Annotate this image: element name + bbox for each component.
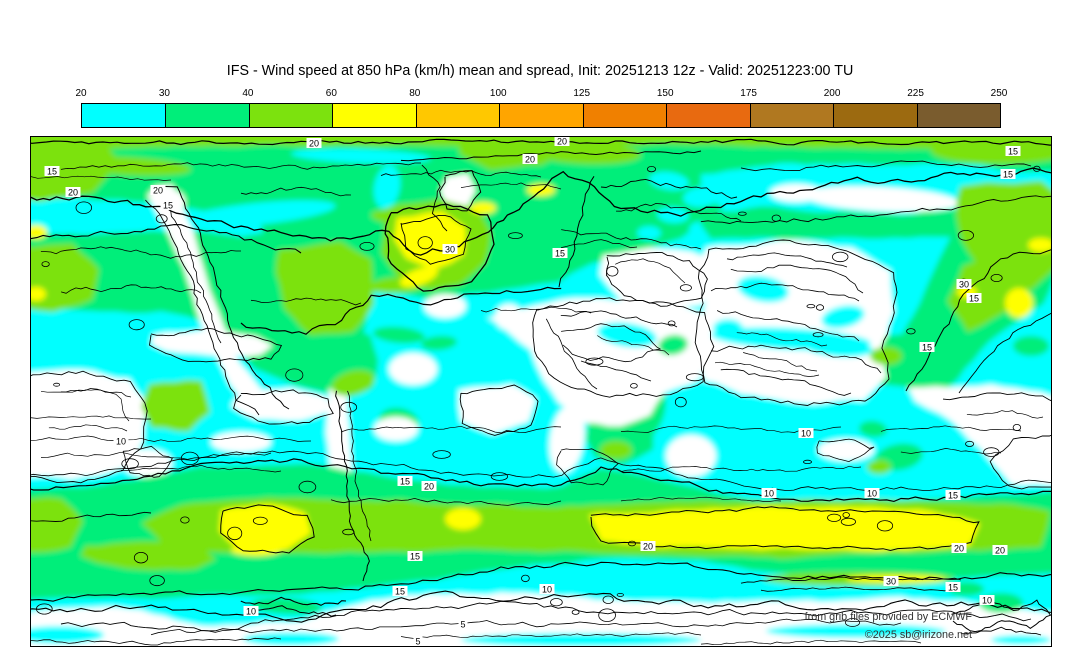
svg-text:30: 30 bbox=[445, 245, 455, 255]
svg-text:15: 15 bbox=[1008, 147, 1018, 157]
svg-text:10: 10 bbox=[116, 437, 126, 447]
svg-text:20: 20 bbox=[309, 139, 319, 149]
svg-text:20: 20 bbox=[68, 188, 78, 198]
svg-text:15: 15 bbox=[400, 477, 410, 487]
svg-text:30: 30 bbox=[959, 280, 969, 290]
svg-text:15: 15 bbox=[163, 201, 173, 211]
svg-text:15: 15 bbox=[555, 249, 565, 259]
svg-text:20: 20 bbox=[643, 542, 653, 552]
svg-text:20: 20 bbox=[954, 544, 964, 554]
svg-text:15: 15 bbox=[1003, 170, 1013, 180]
svg-text:10: 10 bbox=[801, 429, 811, 439]
svg-text:30: 30 bbox=[886, 577, 896, 587]
svg-text:10: 10 bbox=[542, 585, 552, 595]
svg-text:20: 20 bbox=[525, 155, 535, 165]
svg-text:5: 5 bbox=[415, 637, 420, 647]
svg-text:10: 10 bbox=[246, 607, 256, 617]
svg-text:20: 20 bbox=[995, 546, 1005, 556]
svg-text:15: 15 bbox=[948, 491, 958, 501]
svg-text:15: 15 bbox=[969, 294, 979, 304]
svg-text:10: 10 bbox=[982, 596, 992, 606]
svg-text:10: 10 bbox=[867, 489, 877, 499]
svg-text:5: 5 bbox=[460, 620, 465, 630]
svg-text:15: 15 bbox=[395, 587, 405, 597]
svg-text:20: 20 bbox=[424, 482, 434, 492]
svg-text:20: 20 bbox=[153, 186, 163, 196]
svg-text:15: 15 bbox=[948, 583, 958, 593]
svg-text:15: 15 bbox=[922, 343, 932, 353]
svg-text:10: 10 bbox=[764, 489, 774, 499]
svg-text:15: 15 bbox=[47, 167, 57, 177]
svg-text:20: 20 bbox=[557, 137, 567, 147]
svg-text:15: 15 bbox=[410, 552, 420, 562]
